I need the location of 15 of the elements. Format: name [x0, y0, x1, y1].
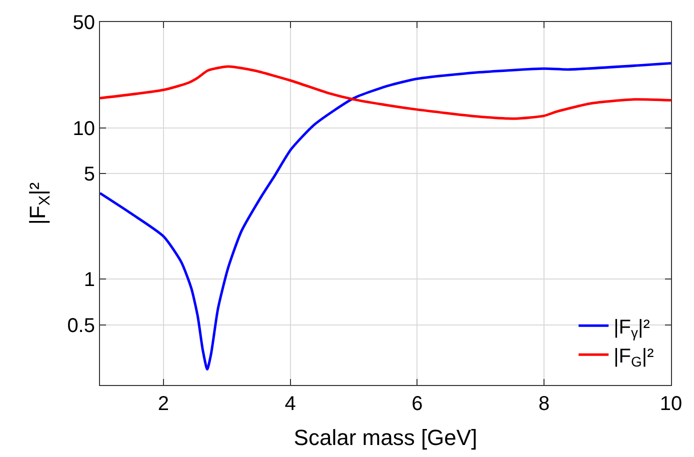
line-series [100, 62, 671, 371]
legend-label: |F$_{γ}$|² [614, 316, 650, 341]
y-tick-label: 10 [72, 118, 95, 140]
x-tick-label: 10 [660, 393, 682, 415]
y-tick-label: 0.5 [67, 314, 95, 337]
x-tick-label: 6 [412, 393, 423, 415]
legend-label: |F$_{G}$|² [614, 345, 654, 370]
y-tick-label: 50 [72, 12, 95, 34]
y-tick-label: 1 [84, 269, 95, 292]
x-tick-label: 2 [158, 393, 170, 415]
line-series [100, 65, 671, 120]
x-tick-label: 4 [284, 393, 296, 415]
y-tick-label: 5 [84, 163, 95, 186]
x-axis-title: Scalar mass [GeV] [294, 424, 478, 450]
x-tick-label: 8 [538, 393, 550, 415]
